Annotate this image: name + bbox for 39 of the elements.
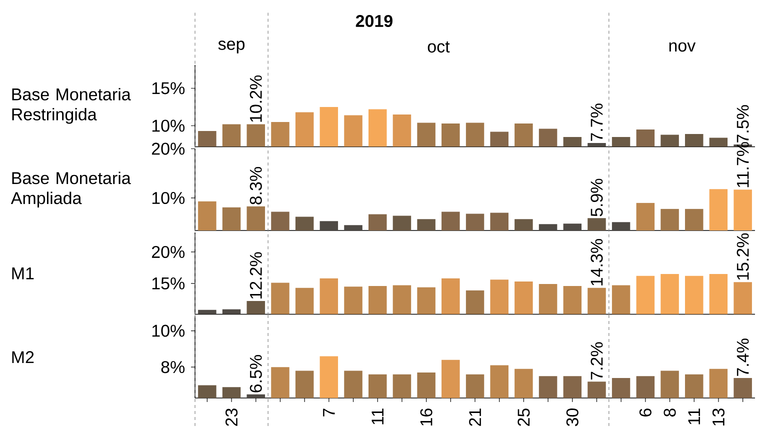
data-label: 15.2% xyxy=(736,233,749,280)
y-tick-label: 8% xyxy=(161,361,185,374)
y-axis-title: Base Monetaria Restringida xyxy=(12,88,131,124)
y-tick-label: 20% xyxy=(152,142,185,155)
text: nov xyxy=(669,42,696,52)
x-tick-label: 8 xyxy=(664,408,676,417)
y-tick-label: 10% xyxy=(152,120,185,132)
data-label: 7.2% xyxy=(590,342,603,380)
x-tick-label: 7 xyxy=(323,408,335,416)
y-axis-title: M2 xyxy=(12,351,34,364)
x-tick-label: 30 xyxy=(566,408,578,426)
y-tick-label: 15% xyxy=(152,82,185,94)
data-label: 10.2% xyxy=(250,75,262,122)
data-label: 6.5% xyxy=(250,355,262,392)
y-axis-title: Base Monetaria Ampliada xyxy=(10,172,131,208)
data-label: 11.7% xyxy=(736,142,749,188)
data-label: 5.9% xyxy=(590,178,603,216)
y-tick-label: 20% xyxy=(152,246,185,258)
text: oct xyxy=(428,41,450,53)
x-tick-label: 11 xyxy=(372,408,384,424)
text: 2019 xyxy=(356,14,392,28)
x-tick-label: 6 xyxy=(639,408,652,416)
x-tick-label: 13 xyxy=(712,408,724,426)
data-label: 14.3% xyxy=(590,239,603,286)
data-label: 7.5% xyxy=(736,105,749,142)
y-axis-title: M1 xyxy=(12,268,34,280)
data-label: 12.2% xyxy=(250,252,262,299)
x-tick-label: 16 xyxy=(420,408,432,426)
y-tick-label: 10% xyxy=(152,324,185,337)
x-tick-label: 23 xyxy=(226,408,238,426)
x-tick-label: 11 xyxy=(688,408,700,424)
data-label: 7.7% xyxy=(590,104,603,141)
data-label: 7.4% xyxy=(736,338,749,376)
x-tick-label: 21 xyxy=(469,408,481,426)
x-tick-label: 25 xyxy=(518,408,530,426)
y-tick-label: 10% xyxy=(152,192,185,204)
text: sep xyxy=(218,40,245,54)
y-tick-label: 15% xyxy=(152,277,185,290)
data-label: 8.3% xyxy=(250,167,262,204)
